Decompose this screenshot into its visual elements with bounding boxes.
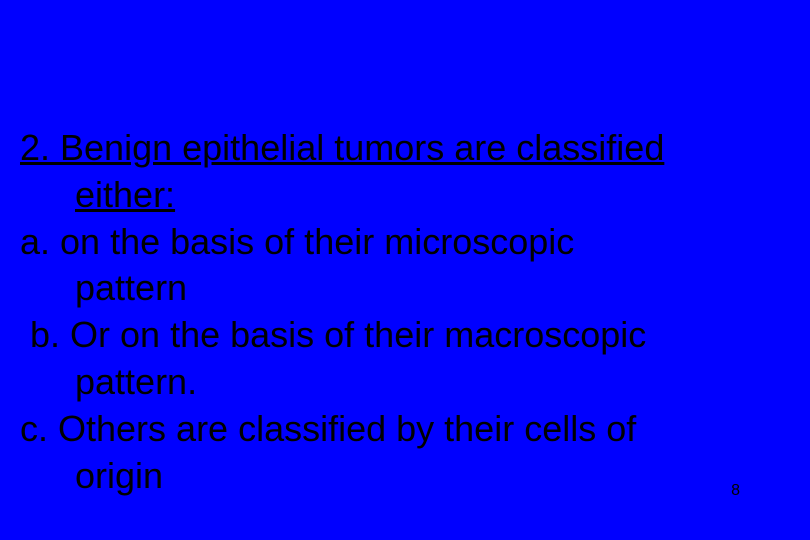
slide-heading-line2: either: bbox=[20, 172, 790, 219]
page-number: 8 bbox=[731, 482, 740, 500]
slide-heading-line1: 2. Benign epithelial tumors are classifi… bbox=[20, 125, 790, 172]
list-item-b-cont: pattern. bbox=[20, 359, 790, 406]
list-item-b: b. Or on the basis of their macroscopic bbox=[20, 312, 790, 359]
list-item-c: c. Others are classified by their cells … bbox=[20, 406, 790, 453]
list-item-a: a. on the basis of their microscopic bbox=[20, 219, 790, 266]
list-item-a-cont: pattern bbox=[20, 265, 790, 312]
slide-container: 2. Benign epithelial tumors are classifi… bbox=[0, 0, 810, 540]
list-item-c-cont: origin bbox=[20, 453, 790, 500]
